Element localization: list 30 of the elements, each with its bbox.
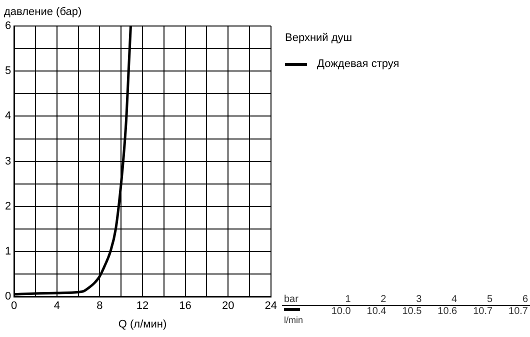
y-tick-label: 4 <box>4 110 12 122</box>
text: 1 <box>344 294 352 306</box>
y-tick-label: 3 <box>4 155 12 168</box>
x-tick-label: 4 <box>54 300 60 312</box>
y-tick-label: 5 <box>4 65 12 78</box>
x-tick-label: 12 <box>136 300 149 312</box>
text: 10.4 <box>366 306 388 319</box>
text: 3 <box>415 294 423 306</box>
text: 5 <box>486 294 494 306</box>
y-tick-label: 6 <box>4 20 12 32</box>
text: 2 <box>380 294 388 306</box>
y-tick-label: 1 <box>4 246 12 258</box>
x-axis-title: Q (л/мин) <box>118 318 167 330</box>
x-tick-label: 24 <box>264 300 278 312</box>
text: 6 <box>521 294 529 306</box>
y-tick-label: 2 <box>4 200 12 212</box>
text: 10.6 <box>436 306 458 319</box>
x-tick-label: 8 <box>96 300 103 312</box>
x-tick-label: 20 <box>222 300 234 312</box>
text: bar <box>283 294 300 306</box>
text: 10.7 <box>472 306 494 319</box>
text: 10.5 <box>401 306 423 319</box>
y-axis-title: давление (бар) <box>4 6 82 18</box>
text: l/min <box>284 315 304 325</box>
text: 10.0 <box>330 306 352 319</box>
x-tick-label: 16 <box>179 300 192 312</box>
text: 10.7 <box>508 306 529 319</box>
y-tick-label: 0 <box>4 290 12 303</box>
legend-label: Дождевая струя <box>317 58 400 70</box>
legend-title: Верхний душ <box>285 32 354 44</box>
